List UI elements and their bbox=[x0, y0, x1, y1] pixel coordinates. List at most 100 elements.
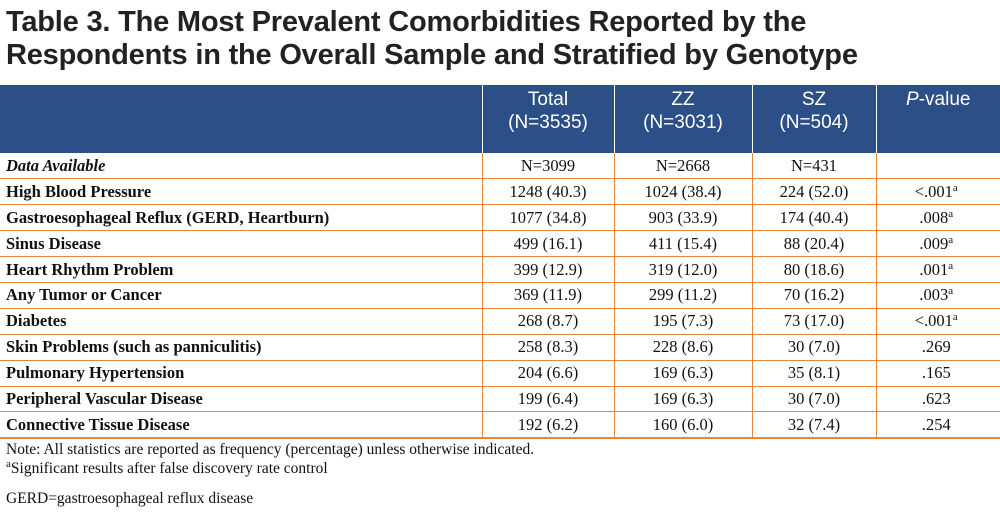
cell-pvalue: .009a bbox=[875, 230, 1000, 258]
table-row: High Blood Pressure 1248 (40.3) 1024 (38.4… bbox=[0, 178, 1000, 206]
row-label: Pulmonary Hypertension bbox=[0, 360, 482, 387]
cell-pvalue: .165 bbox=[875, 360, 1000, 387]
header-sz: SZ (N=504) bbox=[751, 85, 876, 153]
significance-marker: a bbox=[948, 285, 954, 298]
cell-sz: 73 (17.0) bbox=[751, 308, 876, 335]
table-row-data-available: Data Available N=3099 N=2668 N=431 bbox=[0, 153, 1000, 180]
pvalue-text: <.001 bbox=[914, 311, 953, 331]
row-label: Any Tumor or Cancer bbox=[0, 282, 482, 309]
row-label: Heart Rhythm Problem bbox=[0, 256, 482, 283]
table-body: Data Available N=3099 N=2668 N=431 High … bbox=[0, 153, 1000, 439]
row-label: Connective Tissue Disease bbox=[0, 411, 482, 439]
significance-marker: a bbox=[952, 311, 958, 324]
table-row: Any Tumor or Cancer 369 (11.9) 299 (11.2) 7… bbox=[0, 282, 1000, 309]
pvalue-text: .165 bbox=[921, 363, 951, 383]
table-row: Skin Problems (such as panniculitis) 258 … bbox=[0, 334, 1000, 361]
cell-sz: 224 (52.0) bbox=[751, 178, 876, 206]
row-label: Sinus Disease bbox=[0, 230, 482, 258]
header-total-n: (N=3535) bbox=[508, 112, 588, 133]
header-pvalue: P-value bbox=[875, 85, 1000, 153]
row-label: Data Available bbox=[0, 153, 482, 180]
pvalue-text: .623 bbox=[921, 388, 951, 408]
table-row: Gastroesophageal Reflux (GERD, Heartburn… bbox=[0, 204, 1000, 232]
header-zz: ZZ (N=3031) bbox=[613, 85, 752, 153]
table-row: Peripheral Vascular Disease 199 (6.4) 169 … bbox=[0, 386, 1000, 413]
cell-total: 204 (6.6) bbox=[481, 360, 614, 387]
significance-marker: a bbox=[952, 181, 958, 194]
cell-pvalue: <.001a bbox=[875, 178, 1000, 206]
significance-marker: a bbox=[948, 259, 954, 272]
gerd-definition: GERD=gastroesophageal reflux disease bbox=[6, 490, 254, 507]
table-row: Connective Tissue Disease 192 (6.2) 160 (6… bbox=[0, 411, 1000, 439]
pvalue-text: <.001 bbox=[914, 181, 953, 201]
cell-sz: 174 (40.4) bbox=[751, 204, 876, 232]
significance-marker: a bbox=[948, 207, 954, 220]
table-row: Sinus Disease 499 (16.1) 411 (15.4) 88 (20.… bbox=[0, 230, 1000, 258]
pvalue-text: .003 bbox=[919, 285, 949, 305]
cell-pvalue bbox=[875, 153, 1000, 180]
cell-sz: 80 (18.6) bbox=[751, 256, 876, 283]
cell-pvalue: .269 bbox=[875, 334, 1000, 361]
cell-total: N=3099 bbox=[481, 153, 614, 180]
cell-pvalue: .001a bbox=[875, 256, 1000, 283]
cell-total: 369 (11.9) bbox=[481, 282, 614, 309]
cell-zz: 160 (6.0) bbox=[613, 411, 752, 439]
cell-zz: 903 (33.9) bbox=[613, 204, 752, 232]
table-notes: Note: All statistics are reported as fre… bbox=[6, 440, 996, 478]
cell-zz: 411 (15.4) bbox=[613, 230, 752, 258]
cell-total: 192 (6.2) bbox=[481, 411, 614, 439]
cell-total: 268 (8.7) bbox=[481, 308, 614, 335]
pvalue-text: .008 bbox=[919, 207, 949, 227]
cell-zz: 195 (7.3) bbox=[613, 308, 752, 335]
cell-pvalue: .254 bbox=[875, 411, 1000, 439]
pvalue-text: .269 bbox=[921, 337, 951, 357]
cell-total: 499 (16.1) bbox=[481, 230, 614, 258]
note-line-2: aSignificant results after false discove… bbox=[6, 459, 996, 478]
cell-sz: 32 (7.4) bbox=[751, 411, 876, 439]
comorbidity-table: Total (N=3535) ZZ (N=3031) SZ (N=504) P-… bbox=[0, 85, 1000, 439]
comorbidity-table-wrap: Total (N=3535) ZZ (N=3031) SZ (N=504) P-… bbox=[0, 85, 1000, 439]
header-pvalue-rest: -value bbox=[918, 89, 971, 110]
note-line-1: Note: All statistics are reported as fre… bbox=[6, 441, 535, 458]
header-total: Total (N=3535) bbox=[481, 85, 614, 153]
header-label-cell bbox=[0, 85, 482, 153]
header-sz-n: (N=504) bbox=[779, 112, 849, 133]
row-label: High Blood Pressure bbox=[0, 178, 482, 206]
cell-total: 199 (6.4) bbox=[481, 386, 614, 413]
row-label: Gastroesophageal Reflux (GERD, Heartburn… bbox=[0, 204, 482, 232]
cell-total: 258 (8.3) bbox=[481, 334, 614, 361]
cell-sz: 30 (7.0) bbox=[751, 334, 876, 361]
header-row: Total (N=3535) ZZ (N=3031) SZ (N=504) P-… bbox=[0, 85, 1000, 153]
cell-zz: 319 (12.0) bbox=[613, 256, 752, 283]
row-label: Skin Problems (such as panniculitis) bbox=[0, 334, 482, 361]
header-sz-name: SZ bbox=[801, 89, 827, 110]
cell-zz: 169 (6.3) bbox=[613, 360, 752, 387]
note-superscript: a bbox=[6, 458, 11, 470]
cell-zz: N=2668 bbox=[613, 153, 752, 180]
pvalue-text: .254 bbox=[921, 414, 951, 434]
cell-sz: 30 (7.0) bbox=[751, 386, 876, 413]
cell-sz: N=431 bbox=[751, 153, 876, 180]
header-zz-name: ZZ bbox=[671, 89, 695, 110]
cell-sz: 70 (16.2) bbox=[751, 282, 876, 309]
note-line-2-text: Significant results after false discover… bbox=[10, 460, 328, 477]
cell-sz: 35 (8.1) bbox=[751, 360, 876, 387]
header-zz-n: (N=3031) bbox=[643, 112, 723, 133]
cell-sz: 88 (20.4) bbox=[751, 230, 876, 258]
title-line-2: Respondents in the Overall Sample and St… bbox=[6, 39, 858, 71]
row-label: Diabetes bbox=[0, 308, 482, 335]
pvalue-text: .001 bbox=[919, 259, 949, 279]
cell-pvalue: .003a bbox=[875, 282, 1000, 309]
cell-pvalue: <.001a bbox=[875, 308, 1000, 335]
cell-zz: 299 (11.2) bbox=[613, 282, 752, 309]
title-line-1: Table 3. The Most Prevalent Comorbiditie… bbox=[6, 6, 807, 38]
table-row: Diabetes 268 (8.7) 195 (7.3) 73 (17.0) <.001… bbox=[0, 308, 1000, 335]
table-title: Table 3. The Most Prevalent Comorbiditie… bbox=[6, 6, 996, 72]
cell-zz: 1024 (38.4) bbox=[613, 178, 752, 206]
significance-marker: a bbox=[948, 233, 954, 246]
table-row: Heart Rhythm Problem 399 (12.9) 319 (12.0)… bbox=[0, 256, 1000, 283]
row-label: Peripheral Vascular Disease bbox=[0, 386, 482, 413]
cell-total: 399 (12.9) bbox=[481, 256, 614, 283]
cell-total: 1077 (34.8) bbox=[481, 204, 614, 232]
pvalue-text: .009 bbox=[919, 233, 949, 253]
